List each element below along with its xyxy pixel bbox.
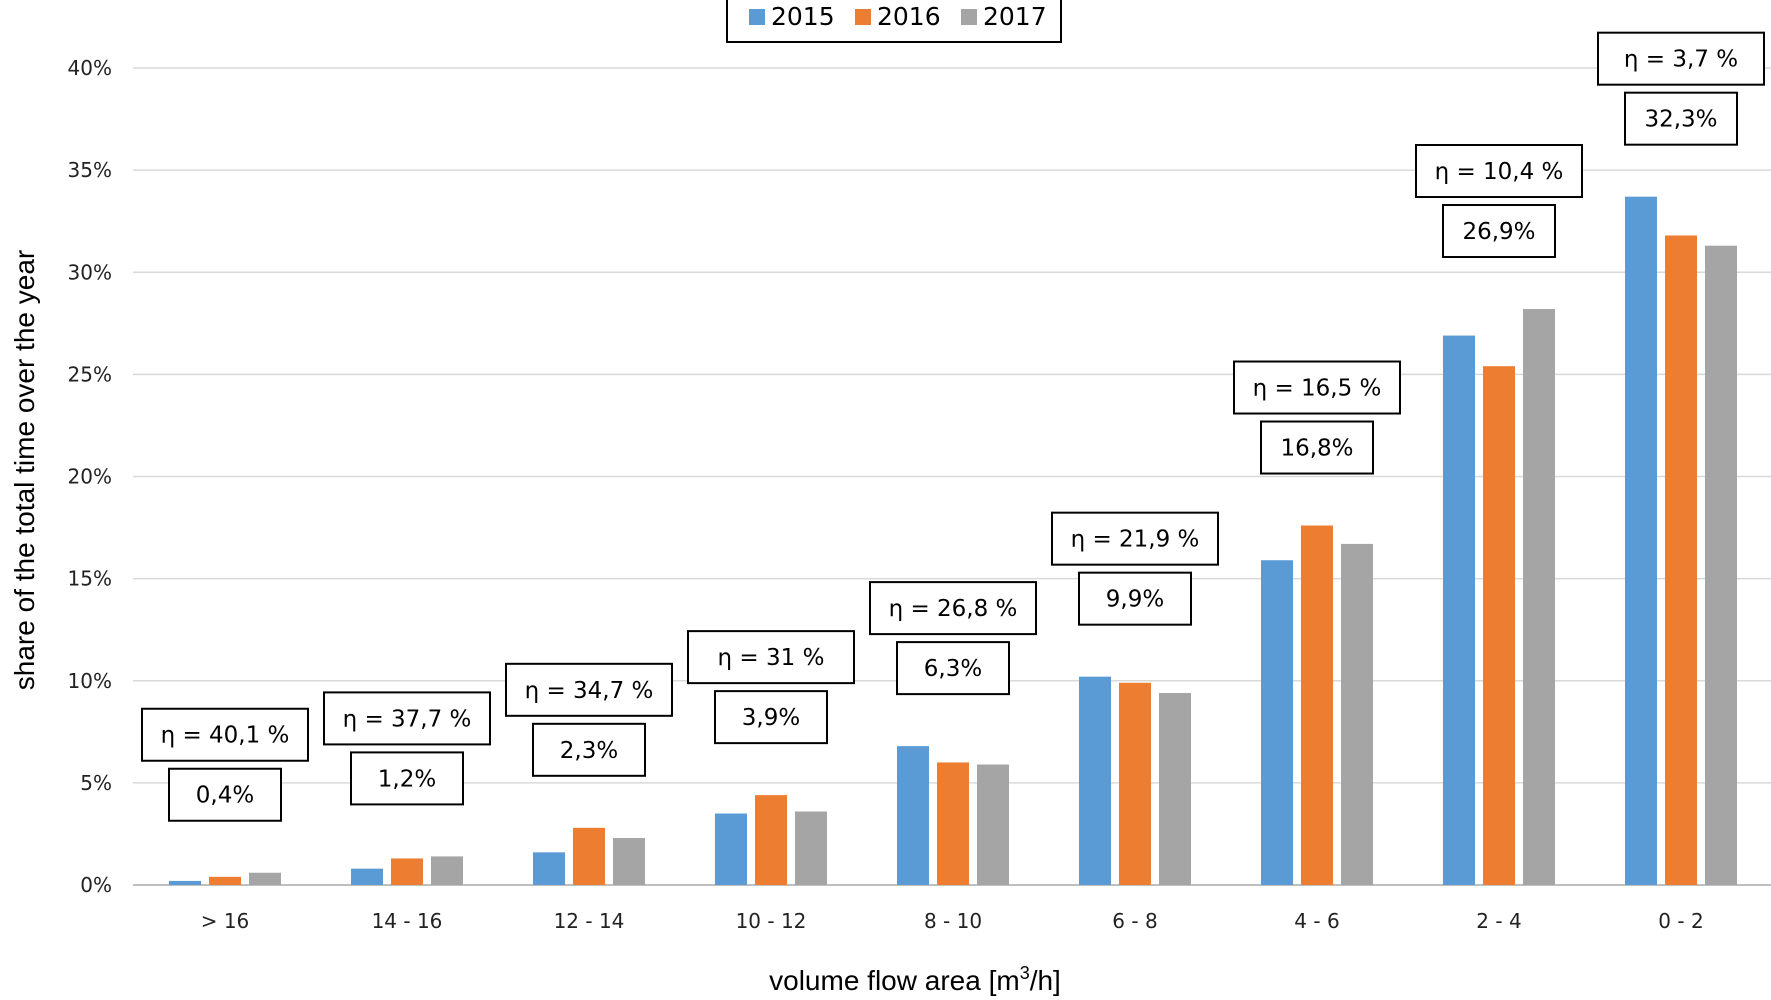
annotations: η = 40,1 % 0,4% η = 37,7 % 1,2% η = 34,7 % 2,…	[141, 31, 1765, 822]
bar-2015-0	[169, 880, 201, 885]
bar-2015-1	[351, 868, 383, 885]
legend-swatch-2017	[961, 9, 977, 25]
y-tick-label: 25%	[68, 362, 112, 386]
y-tick-label: 0%	[80, 873, 112, 897]
y-tick-label: 10%	[68, 669, 112, 693]
eta-annotation-label: η = 3,7 %	[1624, 47, 1738, 73]
eta-annotation-box	[687, 630, 855, 685]
x-axis-ticks: > 16 14 - 16 12 - 14 10 - 12 8 - 10 6 - 8 4 - …	[201, 909, 1704, 933]
legend-frame	[726, 0, 1062, 43]
average-annotation-box	[168, 767, 282, 822]
bar-2017-1	[431, 856, 463, 885]
bar-2016-6	[1301, 525, 1333, 885]
x-tick-label: 2 - 4	[1476, 909, 1521, 933]
bar-2015-7	[1443, 335, 1475, 885]
average-annotation-label: 32,3%	[1644, 107, 1717, 133]
eta-annotation-box	[1415, 144, 1583, 199]
average-annotation-label: 16,8%	[1280, 436, 1353, 462]
legend-label-2015: 2015	[771, 2, 835, 31]
bar-2016-8	[1665, 235, 1697, 886]
legend-label-2017: 2017	[983, 2, 1047, 31]
average-annotation-label: 0,4%	[196, 783, 254, 809]
average-annotation-label: 9,9%	[1106, 587, 1164, 613]
average-annotation-label: 26,9%	[1462, 219, 1535, 245]
eta-annotation-label: η = 21,9 %	[1071, 527, 1200, 553]
bar-2015-5	[1079, 676, 1111, 885]
bar-2015-4	[897, 746, 929, 885]
y-axis-title: share of the total time over the year	[9, 250, 40, 690]
average-annotation-label: 6,3%	[924, 656, 982, 682]
bar-2017-2	[613, 838, 645, 885]
y-tick-label: 30%	[68, 260, 112, 284]
x-tick-label: 4 - 6	[1294, 909, 1339, 933]
bar-2017-3	[795, 811, 827, 885]
x-tick-label: 8 - 10	[924, 909, 982, 933]
bar-2016-0	[209, 876, 241, 885]
eta-annotation-label: η = 34,7 %	[525, 678, 654, 704]
bar-2017-8	[1705, 245, 1737, 885]
bar-2017-0	[249, 872, 281, 885]
y-tick-label: 5%	[80, 771, 112, 795]
eta-annotation-label: η = 37,7 %	[343, 706, 472, 732]
eta-annotation-box	[1233, 360, 1401, 415]
bar-2017-5	[1159, 693, 1191, 885]
x-tick-label: 6 - 8	[1112, 909, 1157, 933]
bar-2016-4	[937, 762, 969, 885]
x-tick-label: 10 - 12	[736, 909, 807, 933]
bar-2016-2	[573, 827, 605, 885]
y-tick-label: 40%	[68, 56, 112, 80]
y-tick-label: 20%	[68, 465, 112, 489]
eta-annotation-box	[1597, 31, 1765, 86]
bar-2016-1	[391, 858, 423, 885]
legend-label-2016: 2016	[877, 2, 941, 31]
bar-2015-3	[715, 813, 747, 885]
average-annotation-box	[1260, 420, 1374, 475]
y-axis-ticks: 0% 5% 10% 15% 20% 25% 30% 35% 40%	[68, 56, 112, 897]
bar-2016-7	[1483, 366, 1515, 886]
average-annotation-box	[714, 690, 828, 745]
average-annotation-box	[350, 751, 464, 806]
x-tick-label: 14 - 16	[372, 909, 443, 933]
average-annotation-label: 2,3%	[560, 738, 618, 764]
x-axis-title: volume flow area [m3/h]	[769, 963, 1061, 996]
eta-annotation-box	[505, 662, 673, 717]
bar-2017-4	[977, 764, 1009, 885]
eta-annotation-label: η = 40,1 %	[161, 723, 290, 749]
x-tick-label: 0 - 2	[1658, 909, 1703, 933]
bar-2015-6	[1261, 560, 1293, 885]
average-annotation-box	[1078, 571, 1192, 626]
bar-2016-3	[755, 795, 787, 885]
eta-annotation-label: η = 16,5 %	[1253, 376, 1382, 402]
bars	[169, 196, 1737, 886]
x-axis-title-tail: /h]	[1030, 965, 1061, 996]
average-annotation-label: 3,9%	[742, 705, 800, 731]
bar-2015-2	[533, 852, 565, 885]
eta-annotation-box	[323, 691, 491, 746]
legend-swatch-2015	[749, 9, 765, 25]
legend: 2015 2016 2017	[726, 0, 1062, 43]
average-annotation-box	[532, 722, 646, 777]
eta-annotation-box	[1051, 511, 1219, 566]
x-tick-label: 12 - 14	[554, 909, 625, 933]
x-tick-label: > 16	[201, 909, 250, 933]
average-annotation-box	[1624, 91, 1738, 146]
average-annotation-box	[896, 641, 1010, 696]
eta-annotation-box	[869, 581, 1037, 636]
y-tick-label: 15%	[68, 567, 112, 591]
x-axis-title-sup: 3	[1020, 963, 1030, 983]
bar-2015-8	[1625, 196, 1657, 886]
eta-annotation-label: η = 31 %	[718, 645, 825, 671]
bar-2016-5	[1119, 682, 1151, 885]
average-annotation-label: 1,2%	[378, 766, 436, 792]
eta-annotation-label: η = 26,8 %	[889, 596, 1018, 622]
x-axis-title-main: volume flow area [m	[769, 965, 1020, 996]
eta-annotation-box	[141, 707, 309, 762]
eta-annotation-label: η = 10,4 %	[1435, 159, 1564, 185]
bar-2017-7	[1523, 309, 1555, 885]
y-tick-label: 35%	[68, 158, 112, 182]
legend-swatch-2016	[855, 9, 871, 25]
average-annotation-box	[1442, 204, 1556, 259]
bar-2017-6	[1341, 543, 1373, 885]
